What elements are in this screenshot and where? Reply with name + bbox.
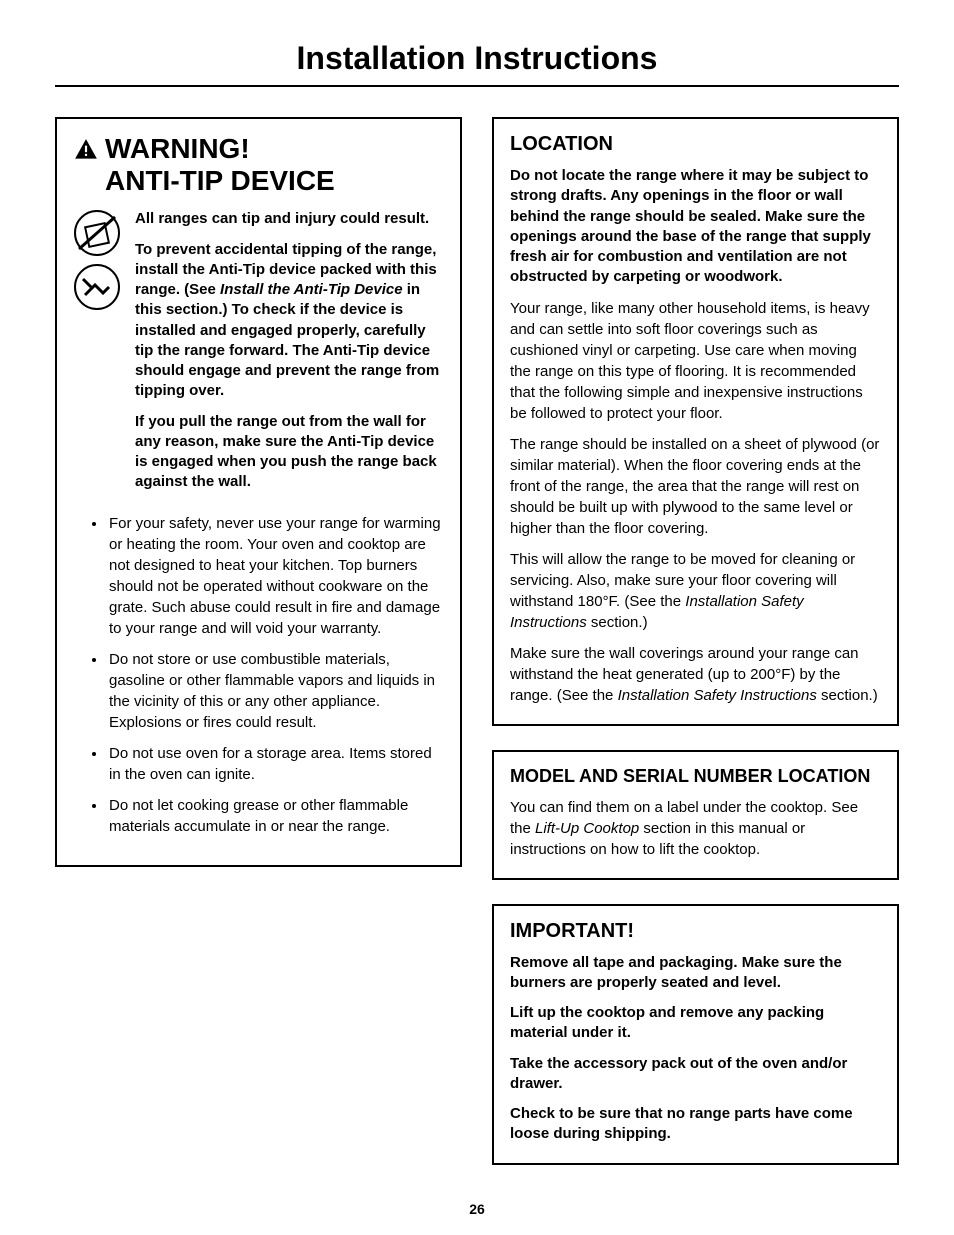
warning-p2-ital: Install the Anti-Tip Device (220, 281, 403, 298)
important-p4: Check to be sure that no range parts hav… (510, 1104, 881, 1145)
important-box: IMPORTANT! Remove all tape and packaging… (492, 904, 899, 1165)
warning-text-2: ANTI-TIP DEVICE (105, 165, 335, 197)
page-number: 26 (0, 1201, 954, 1217)
location-heading: LOCATION (510, 133, 881, 156)
model-serial-p1: You can find them on a label under the c… (510, 797, 881, 860)
important-p3: Take the accessory pack out of the oven … (510, 1054, 881, 1095)
screw-bracket-icon (73, 263, 121, 311)
model-p1-ital: Lift-Up Cooktop (535, 820, 639, 837)
important-p2: Lift up the cooktop and remove any packi… (510, 1003, 881, 1044)
stove-tip-icon (73, 209, 121, 257)
important-heading: IMPORTANT! (510, 920, 881, 943)
right-column: LOCATION Do not locate the range where i… (492, 117, 899, 1165)
location-p5-ital: Installation Safety Instructions (618, 687, 817, 704)
left-column: WARNING! ANTI-TIP DEVICE (55, 117, 462, 1165)
warning-p3: If you pull the range out from the wall … (135, 412, 444, 493)
model-serial-heading: MODEL AND SERIAL NUMBER LOCATION (510, 766, 881, 787)
warning-text-1: WARNING! (105, 133, 335, 165)
bullet-item: Do not use oven for a storage area. Item… (107, 743, 444, 785)
two-column-layout: WARNING! ANTI-TIP DEVICE (55, 117, 899, 1165)
location-p1: Do not locate the range where it may be … (510, 166, 881, 288)
location-p3: The range should be installed on a sheet… (510, 434, 881, 539)
warning-triangle-icon (73, 137, 99, 163)
page-title: Installation Instructions (55, 40, 899, 87)
warning-p2-b: in this section.) To check if the device… (135, 281, 439, 399)
location-box: LOCATION Do not locate the range where i… (492, 117, 899, 726)
bullet-item: Do not let cooking grease or other flamm… (107, 795, 444, 837)
warning-p1: All ranges can tip and injury could resu… (135, 209, 444, 229)
warning-bullets: For your safety, never use your range fo… (73, 513, 444, 837)
warning-body: All ranges can tip and injury could resu… (135, 209, 444, 502)
warning-p2: To prevent accidental tipping of the ran… (135, 240, 444, 402)
location-p5-b: section.) (817, 687, 878, 704)
bullet-item: Do not store or use combustible material… (107, 649, 444, 733)
icon-text-row: All ranges can tip and injury could resu… (73, 209, 444, 502)
location-p4-b: section.) (587, 614, 648, 631)
anti-tip-icons (73, 209, 121, 502)
bullet-item: For your safety, never use your range fo… (107, 513, 444, 639)
warning-box: WARNING! ANTI-TIP DEVICE (55, 117, 462, 867)
location-p4: This will allow the range to be moved fo… (510, 549, 881, 633)
warning-heading: WARNING! ANTI-TIP DEVICE (73, 133, 444, 197)
location-p5: Make sure the wall coverings around your… (510, 643, 881, 706)
important-p1: Remove all tape and packaging. Make sure… (510, 953, 881, 994)
model-serial-box: MODEL AND SERIAL NUMBER LOCATION You can… (492, 750, 899, 880)
location-p2: Your range, like many other household it… (510, 298, 881, 424)
